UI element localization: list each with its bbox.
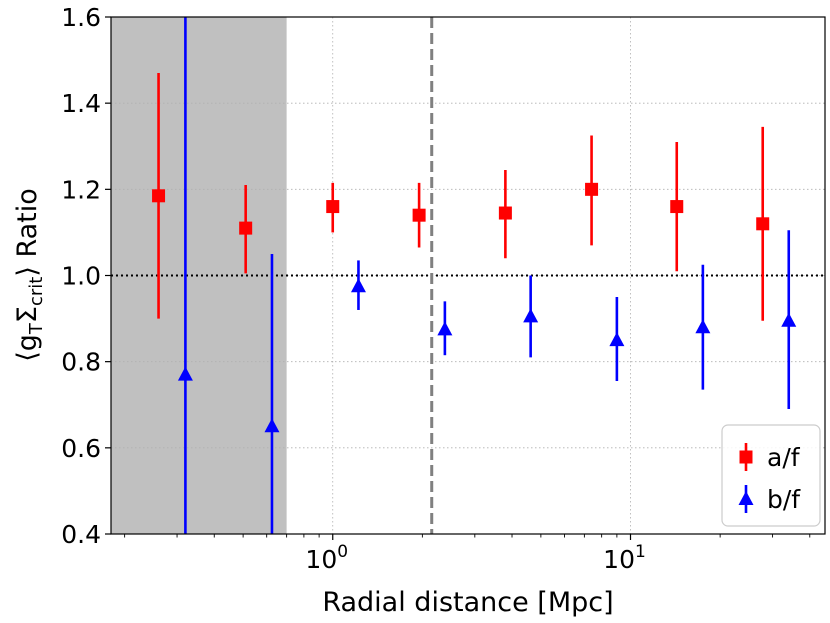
legend: a/f b/f (721, 424, 821, 527)
data-point (437, 321, 453, 336)
data-layer (152, 17, 797, 534)
y-label-prefix: ⟨g (12, 334, 43, 362)
y-axis-label: ⟨gTΣcrit⟩ Ratio (12, 188, 47, 362)
x-axis-label: Radial distance [Mpc] (322, 587, 613, 618)
x-tick-label: 100 (305, 542, 348, 574)
x-tick-label: 101 (603, 542, 646, 574)
y-tick-label: 1.4 (61, 89, 101, 118)
data-point (781, 312, 797, 327)
data-point (609, 332, 625, 347)
data-point (498, 206, 512, 220)
data-point (264, 418, 280, 433)
y-tick-label: 1.2 (61, 175, 101, 204)
y-tick-label: 1.0 (61, 262, 101, 291)
data-point (756, 217, 770, 231)
y-label-mid: Σ (12, 306, 43, 323)
data-point (695, 319, 711, 334)
data-point (670, 200, 684, 214)
y-tick-label: 0.4 (61, 520, 101, 549)
data-point (239, 221, 253, 235)
y-label-sub1: T (26, 322, 47, 335)
data-point (326, 200, 340, 214)
legend-marker (738, 491, 754, 505)
reference-lines-layer (111, 17, 825, 534)
y-tick-label: 1.6 (61, 3, 101, 32)
series-0 (152, 73, 770, 321)
y-label-sub2: crit (26, 277, 47, 306)
data-point (177, 366, 193, 381)
legend-marker (739, 450, 753, 464)
y-tick-label: 0.6 (61, 434, 101, 463)
y-tick-label: 0.8 (61, 348, 101, 377)
data-point (523, 308, 539, 323)
data-point (412, 208, 426, 222)
tick-layer: 0.4 0.6 0.8 1.0 1.2 1.4 1.6 100 101 (61, 3, 811, 574)
data-point (585, 182, 599, 196)
legend-label: b/f (767, 485, 801, 514)
data-point (350, 278, 366, 293)
data-point (152, 189, 166, 203)
legend-label: a/f (767, 443, 801, 472)
y-label-suffix: ⟩ Ratio (12, 188, 43, 276)
series-1 (177, 17, 797, 534)
